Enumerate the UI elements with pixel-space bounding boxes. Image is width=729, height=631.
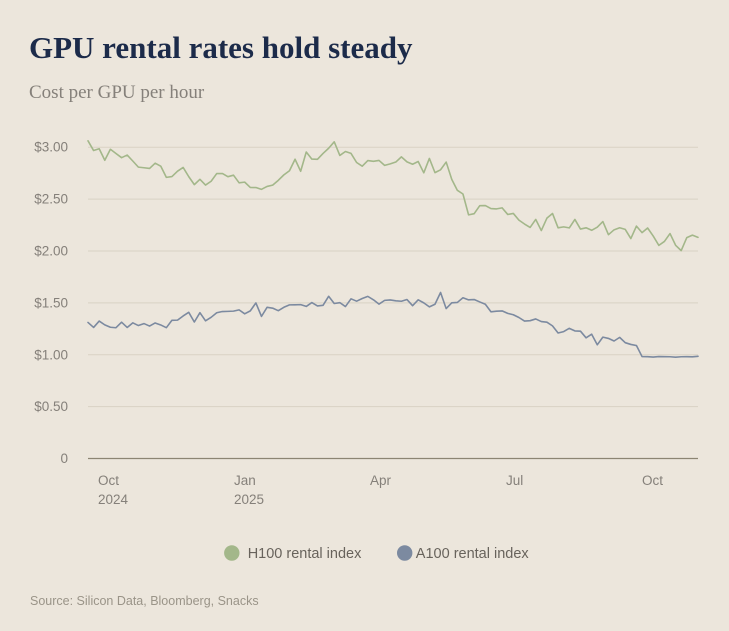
svg-text:Oct: Oct [642, 473, 663, 488]
svg-text:$3.00: $3.00 [34, 140, 68, 155]
svg-text:$1.00: $1.00 [34, 347, 68, 362]
svg-text:Source: Silicon Data, Bloomber: Source: Silicon Data, Bloomberg, Snacks [30, 594, 259, 608]
svg-text:$1.50: $1.50 [34, 295, 68, 310]
svg-text:$0.50: $0.50 [34, 399, 68, 414]
svg-text:$2.00: $2.00 [34, 244, 68, 259]
svg-text:2025: 2025 [234, 492, 264, 507]
svg-text:H100 rental index: H100 rental index [248, 546, 362, 562]
svg-text:2024: 2024 [98, 492, 129, 507]
svg-text:Jan: Jan [234, 473, 256, 488]
svg-text:0: 0 [60, 451, 68, 466]
svg-text:Oct: Oct [98, 473, 119, 488]
svg-text:Apr: Apr [370, 473, 392, 488]
svg-text:Jul: Jul [506, 473, 523, 488]
svg-text:$2.50: $2.50 [34, 192, 68, 207]
svg-text:A100 rental index: A100 rental index [416, 546, 530, 562]
